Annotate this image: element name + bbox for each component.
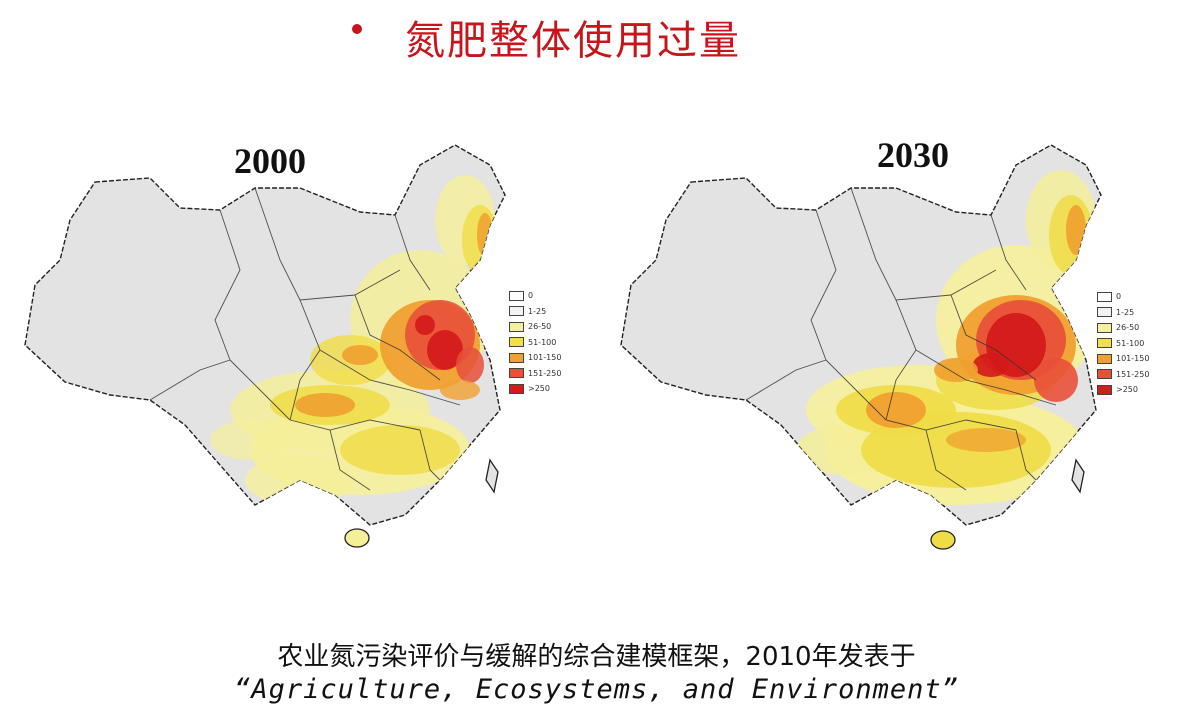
map-year-label: 2030 bbox=[877, 135, 949, 175]
legend-label: >250 bbox=[1116, 385, 1138, 395]
legend-label: 151-250 bbox=[528, 368, 562, 378]
slide-title: 氮肥整体使用过量 bbox=[405, 18, 741, 64]
caption-line-1: 农业氮污染评价与缓解的综合建模框架，2010年发表于 bbox=[277, 642, 916, 672]
legend-swatch bbox=[1097, 291, 1112, 302]
legend-label: 0 bbox=[528, 291, 534, 301]
china-map-2000 bbox=[24, 144, 506, 548]
china-map-2030 bbox=[620, 144, 1102, 550]
legend-label: 51-100 bbox=[528, 337, 557, 347]
map-year-label: 2000 bbox=[234, 141, 306, 181]
legend-item: >250 bbox=[509, 381, 561, 397]
legend-swatch bbox=[1097, 338, 1112, 349]
legend-item: 0 bbox=[509, 288, 561, 304]
legend-swatch bbox=[509, 352, 524, 363]
bullet-icon bbox=[352, 24, 362, 34]
legend-item: 51-100 bbox=[509, 335, 561, 351]
legend-item: >250 bbox=[1097, 382, 1149, 398]
legend-label: 0 bbox=[1116, 292, 1122, 302]
legend-swatch bbox=[1097, 369, 1112, 380]
legend-item: 151-250 bbox=[1097, 367, 1149, 383]
legend-swatch bbox=[509, 337, 524, 348]
legend-label: 101-150 bbox=[1116, 354, 1150, 364]
legend-item: 51-100 bbox=[1097, 336, 1149, 352]
legend-swatch bbox=[509, 368, 524, 379]
legend-item: 1-25 bbox=[509, 304, 561, 320]
legend-label: 1-25 bbox=[528, 306, 547, 316]
legend-swatch bbox=[509, 290, 524, 301]
legend-label: >250 bbox=[528, 384, 550, 394]
legend-swatch bbox=[1097, 353, 1112, 364]
legend-item: 26-50 bbox=[1097, 320, 1149, 336]
legend-item: 1-25 bbox=[1097, 305, 1149, 321]
legend-label: 51-100 bbox=[1116, 338, 1145, 348]
legend-swatch bbox=[509, 321, 524, 332]
legend-label: 101-150 bbox=[528, 353, 562, 363]
legend-item: 101-150 bbox=[1097, 351, 1149, 367]
map-panel-2030: 2030 0 1-25 26-50 51-100 101-150 151-250… bbox=[596, 120, 1193, 560]
map-legend: 0 1-25 26-50 51-100 101-150 151-250 >250 bbox=[509, 288, 561, 397]
legend-item: 101-150 bbox=[509, 350, 561, 366]
legend-swatch bbox=[509, 383, 524, 394]
legend-label: 1-25 bbox=[1116, 307, 1135, 317]
legend-swatch bbox=[509, 306, 524, 317]
legend-label: 26-50 bbox=[1116, 323, 1140, 333]
slide-title-row: 氮肥整体使用过量 bbox=[0, 6, 1193, 64]
legend-item: 151-250 bbox=[509, 366, 561, 382]
legend-item: 0 bbox=[1097, 289, 1149, 305]
legend-label: 151-250 bbox=[1116, 369, 1150, 379]
legend-item: 26-50 bbox=[509, 319, 561, 335]
legend-label: 26-50 bbox=[528, 322, 552, 332]
map-panel-2000: 2000 0 1-25 26-50 51-100 101-150 151-250… bbox=[0, 120, 600, 560]
legend-swatch bbox=[1097, 322, 1112, 333]
legend-swatch bbox=[1097, 307, 1112, 318]
legend-swatch bbox=[1097, 384, 1112, 395]
map-legend: 0 1-25 26-50 51-100 101-150 151-250 >250 bbox=[1097, 289, 1149, 398]
caption-line-2: “Agriculture, Ecosystems, and Environmen… bbox=[234, 674, 959, 705]
